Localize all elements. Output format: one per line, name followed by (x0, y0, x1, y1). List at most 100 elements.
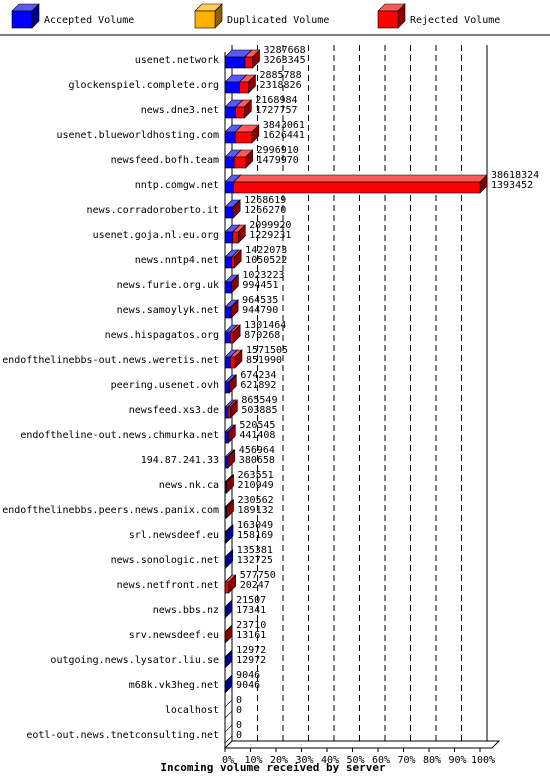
value-label-total: 674234 (240, 370, 276, 381)
value-label-accepted: 441408 (239, 430, 275, 441)
legend-swatch-front (377, 10, 399, 29)
x-tick-label: 70% (397, 755, 415, 766)
accepted-bar (224, 649, 233, 669)
value-label-accepted: 1626441 (263, 130, 305, 141)
server-label: srv.newsdeef.eu (129, 630, 219, 641)
server-label: usenet.goja.nl.eu.org (93, 230, 219, 241)
value-label-total: 163049 (237, 520, 273, 531)
value-label-total: 1301464 (244, 320, 286, 331)
legend-label: Duplicated Volume (227, 15, 329, 26)
accepted-bar-front (224, 381, 230, 394)
server-label: newsfeed.xs3.de (129, 405, 219, 416)
rejected-bar (244, 49, 261, 69)
server-label: outgoing.news.lysator.liu.se (50, 655, 219, 666)
legend-item: Accepted Volume (11, 3, 134, 29)
rejected-bar (225, 499, 235, 519)
accepted-bar-side (224, 649, 233, 669)
legend-swatch (194, 3, 223, 29)
server-label: usenet.network (135, 55, 219, 66)
rejected-bar (234, 99, 253, 119)
accepted-bar-front (224, 56, 246, 69)
value-label-accepted: 0 (236, 705, 242, 716)
accepted-bar-front (224, 331, 231, 344)
value-label-total: 2099920 (249, 220, 291, 231)
accepted-bar (224, 674, 233, 694)
rejected-bar (232, 174, 488, 194)
accepted-bar-front (224, 306, 232, 319)
accepted-bar-front (224, 131, 236, 144)
x-tick-label: 30% (295, 755, 313, 766)
value-label-total: 23710 (236, 620, 266, 631)
value-label-accepted: 210949 (238, 480, 274, 491)
rejected-bar-front (228, 381, 230, 394)
rejected-bar (230, 299, 239, 319)
x-tick-label: 60% (372, 755, 390, 766)
value-label-total: 9046 (236, 670, 260, 681)
value-label-accepted: 994451 (242, 280, 278, 291)
accepted-bar (224, 549, 234, 569)
value-label-total: 1023223 (242, 270, 284, 281)
accepted-bar-side (224, 674, 233, 694)
accepted-bar-front (224, 181, 234, 194)
value-label-accepted: 0 (236, 730, 242, 741)
accepted-bar-front (224, 231, 233, 244)
accepted-bar-front (224, 256, 232, 269)
value-label-accepted: 158169 (237, 530, 273, 541)
rejected-bar-front (224, 581, 229, 594)
accepted-bar-front (224, 356, 231, 369)
rejected-bar (229, 324, 241, 344)
x-axis-floor (223, 740, 501, 749)
server-label: nntp.comgw.net (135, 180, 219, 191)
value-label-total: 12972 (236, 645, 266, 656)
value-label-total: 0 (236, 695, 242, 706)
value-label-total: 0 (236, 720, 242, 731)
bar-row: usenet.blueworldhosting.com 3843061162644… (56, 120, 305, 144)
server-label: localhost (165, 705, 219, 716)
empty-bar (224, 724, 233, 744)
rejected-bar-front (234, 131, 253, 144)
value-label-accepted: 851990 (246, 355, 282, 366)
rejected-bar (231, 224, 246, 244)
value-label-accepted: 1266270 (244, 205, 286, 216)
rejected-bar-front (230, 331, 234, 344)
rejected-bar (227, 399, 239, 419)
value-label-accepted: 20247 (240, 580, 270, 591)
accepted-bar-front (224, 81, 240, 94)
server-label: 194.87.241.33 (141, 455, 219, 466)
rejected-bar (225, 474, 235, 494)
rejected-bar (224, 574, 237, 594)
server-label: endofthelinebbs-out.news.weretis.net (2, 355, 219, 366)
rejected-bar (233, 149, 254, 169)
server-label: eotl-out.news.tnetconsulting.net (26, 730, 219, 741)
rejected-bar-front (230, 356, 236, 369)
value-label-total: 3287668 (264, 45, 306, 56)
rejected-bar-top (232, 174, 488, 183)
legend-label: Rejected Volume (410, 15, 500, 26)
x-tick-label: 100% (471, 755, 495, 766)
value-label-total: 1571505 (246, 345, 288, 356)
bar-row: endoftheline-out.news.chmurka.net 5205454… (20, 420, 275, 444)
accepted-bar-front (224, 106, 237, 119)
value-label-total: 230562 (238, 495, 274, 506)
rejected-bar (224, 624, 233, 644)
x-tick-label: 10% (244, 755, 262, 766)
rejected-bar (226, 449, 236, 469)
server-label: news.sonologic.net (111, 555, 219, 566)
rejected-bar-front (233, 156, 246, 169)
empty-bar (224, 699, 233, 719)
rejected-bar-front (226, 456, 229, 469)
value-label-accepted: 380658 (239, 455, 275, 466)
server-label: news.hispagatos.org (105, 330, 219, 341)
legend-swatch-front (11, 10, 33, 29)
server-label: news.samoylyk.net (117, 305, 219, 316)
legend-item: Duplicated Volume (194, 3, 329, 29)
